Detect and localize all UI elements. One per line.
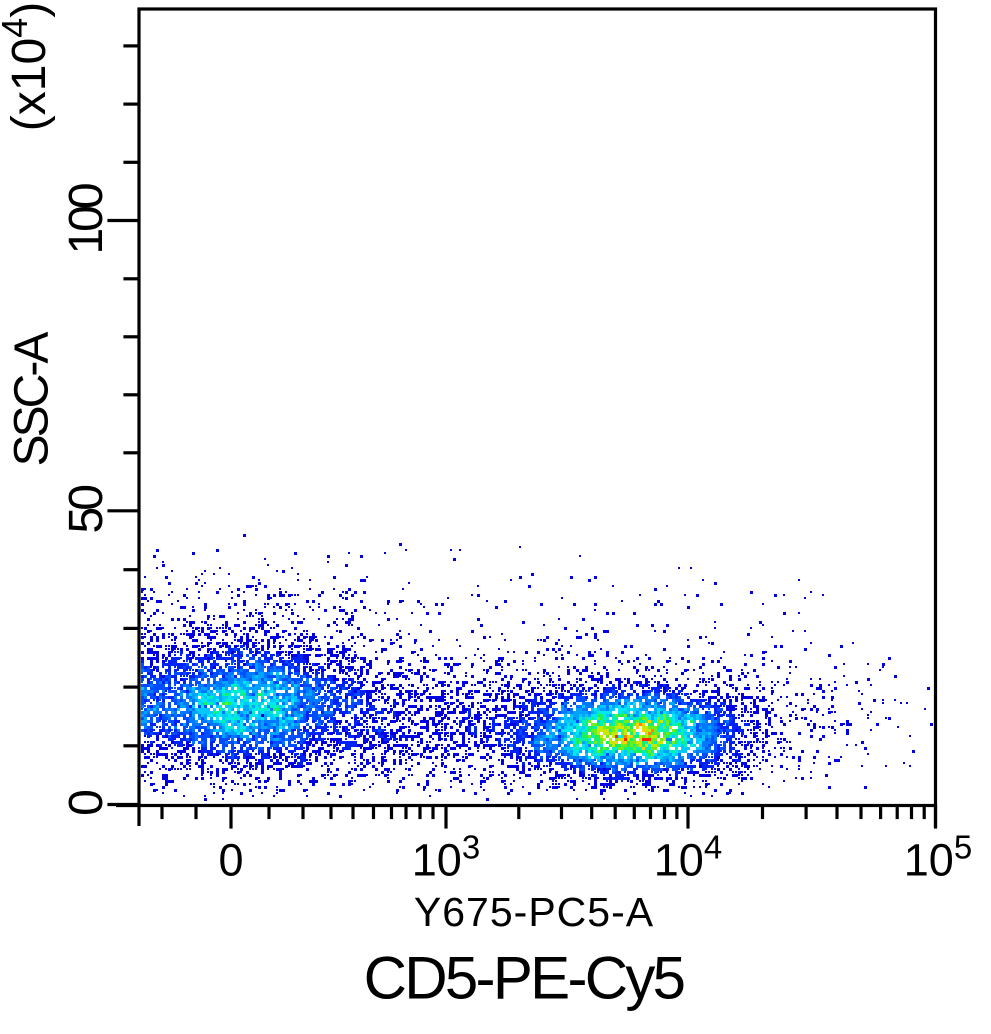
- svg-text:0: 0: [218, 835, 243, 886]
- svg-text:CD5-PE-Cy5: CD5-PE-Cy5: [364, 945, 684, 1012]
- svg-text:0: 0: [60, 791, 113, 816]
- svg-text:105: 105: [904, 829, 972, 886]
- svg-text:50: 50: [60, 486, 113, 534]
- svg-text:Y675-PC5-A: Y675-PC5-A: [414, 889, 654, 935]
- svg-text:SSC-A: SSC-A: [6, 332, 59, 467]
- svg-text:100: 100: [60, 184, 113, 254]
